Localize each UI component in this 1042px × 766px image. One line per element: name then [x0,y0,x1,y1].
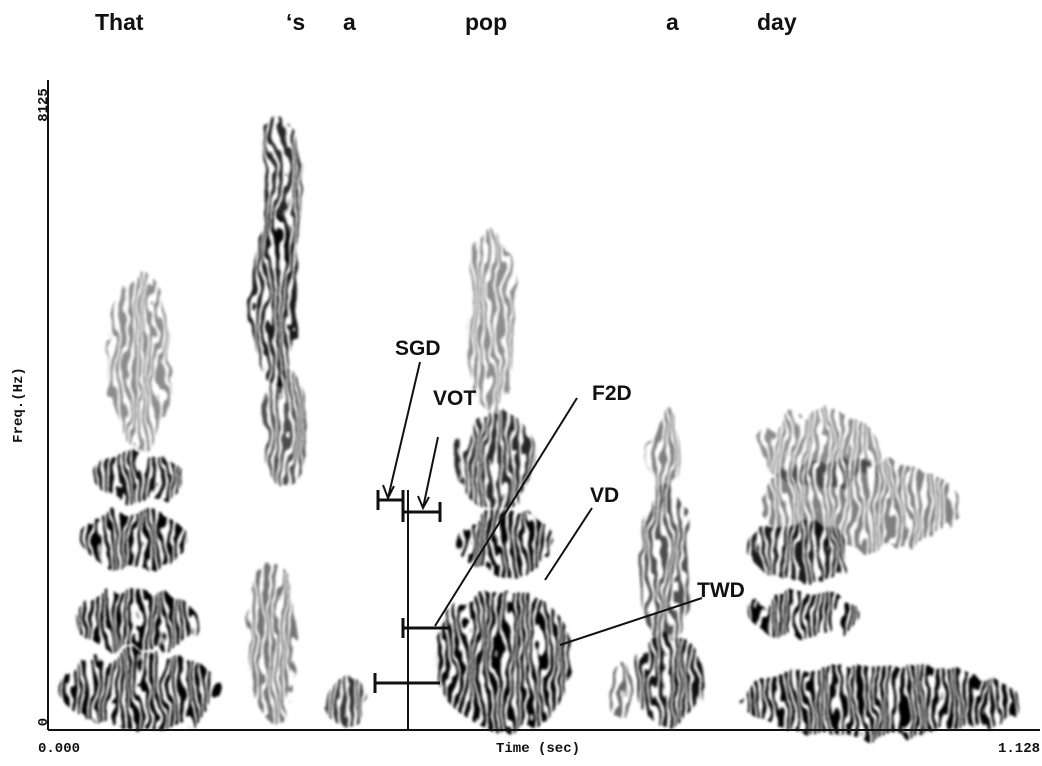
energy-region [457,510,553,574]
energy-region [634,635,706,725]
energy-region [323,675,367,725]
annotation: VD [590,484,619,507]
spectrogram [60,120,1020,735]
energy-region [650,405,680,505]
word: a [666,9,679,35]
word: a [343,9,356,35]
energy-region [640,485,690,645]
x-min-label: 0.000 [38,741,80,757]
f2d-line [434,397,578,627]
measurement-markers [373,361,703,730]
f2d-bracket [401,618,450,638]
annotation: VOT [433,387,476,410]
y-axis-title: Freq.(Hz) [11,367,27,443]
energy-region [247,560,297,720]
energy-region [250,215,300,385]
x-axis-title: Time (sec) [496,741,580,757]
vot-bracket [401,502,442,522]
y-max-label: 8125 [36,88,52,122]
energy-region [73,590,197,650]
annotation: SGD [395,337,441,360]
annotation: F2D [592,382,632,405]
energy-region [95,454,185,502]
vd-line [544,507,593,581]
word-labels: That ‘s a pop a day [95,9,797,35]
energy-region [760,410,880,490]
energy-region [465,230,515,410]
energy-region [435,590,575,730]
energy-region [262,120,302,260]
energy-region [262,370,312,490]
x-max-label: 1.128 [998,741,1040,757]
energy-region [610,660,630,720]
word: ‘s [286,9,305,35]
annotations: SGD VOT F2D VD TWD [395,337,745,602]
y-min-label: 0 [36,718,52,726]
energy-region [750,591,860,639]
twd-line [559,597,703,646]
energy-region [455,410,535,510]
sgd-arrow [382,361,421,501]
word: pop [465,9,507,35]
energy-region [83,510,187,570]
word: day [757,9,797,35]
annotation: TWD [697,579,745,602]
energy-region [60,652,220,728]
energy-region [895,694,1005,730]
energy-region [110,270,170,450]
vot-arrow [417,436,439,511]
axis-labels: 8125 0 Freq.(Hz) 0.000 Time (sec) 1.128 [11,88,1040,757]
word: That [95,9,144,35]
